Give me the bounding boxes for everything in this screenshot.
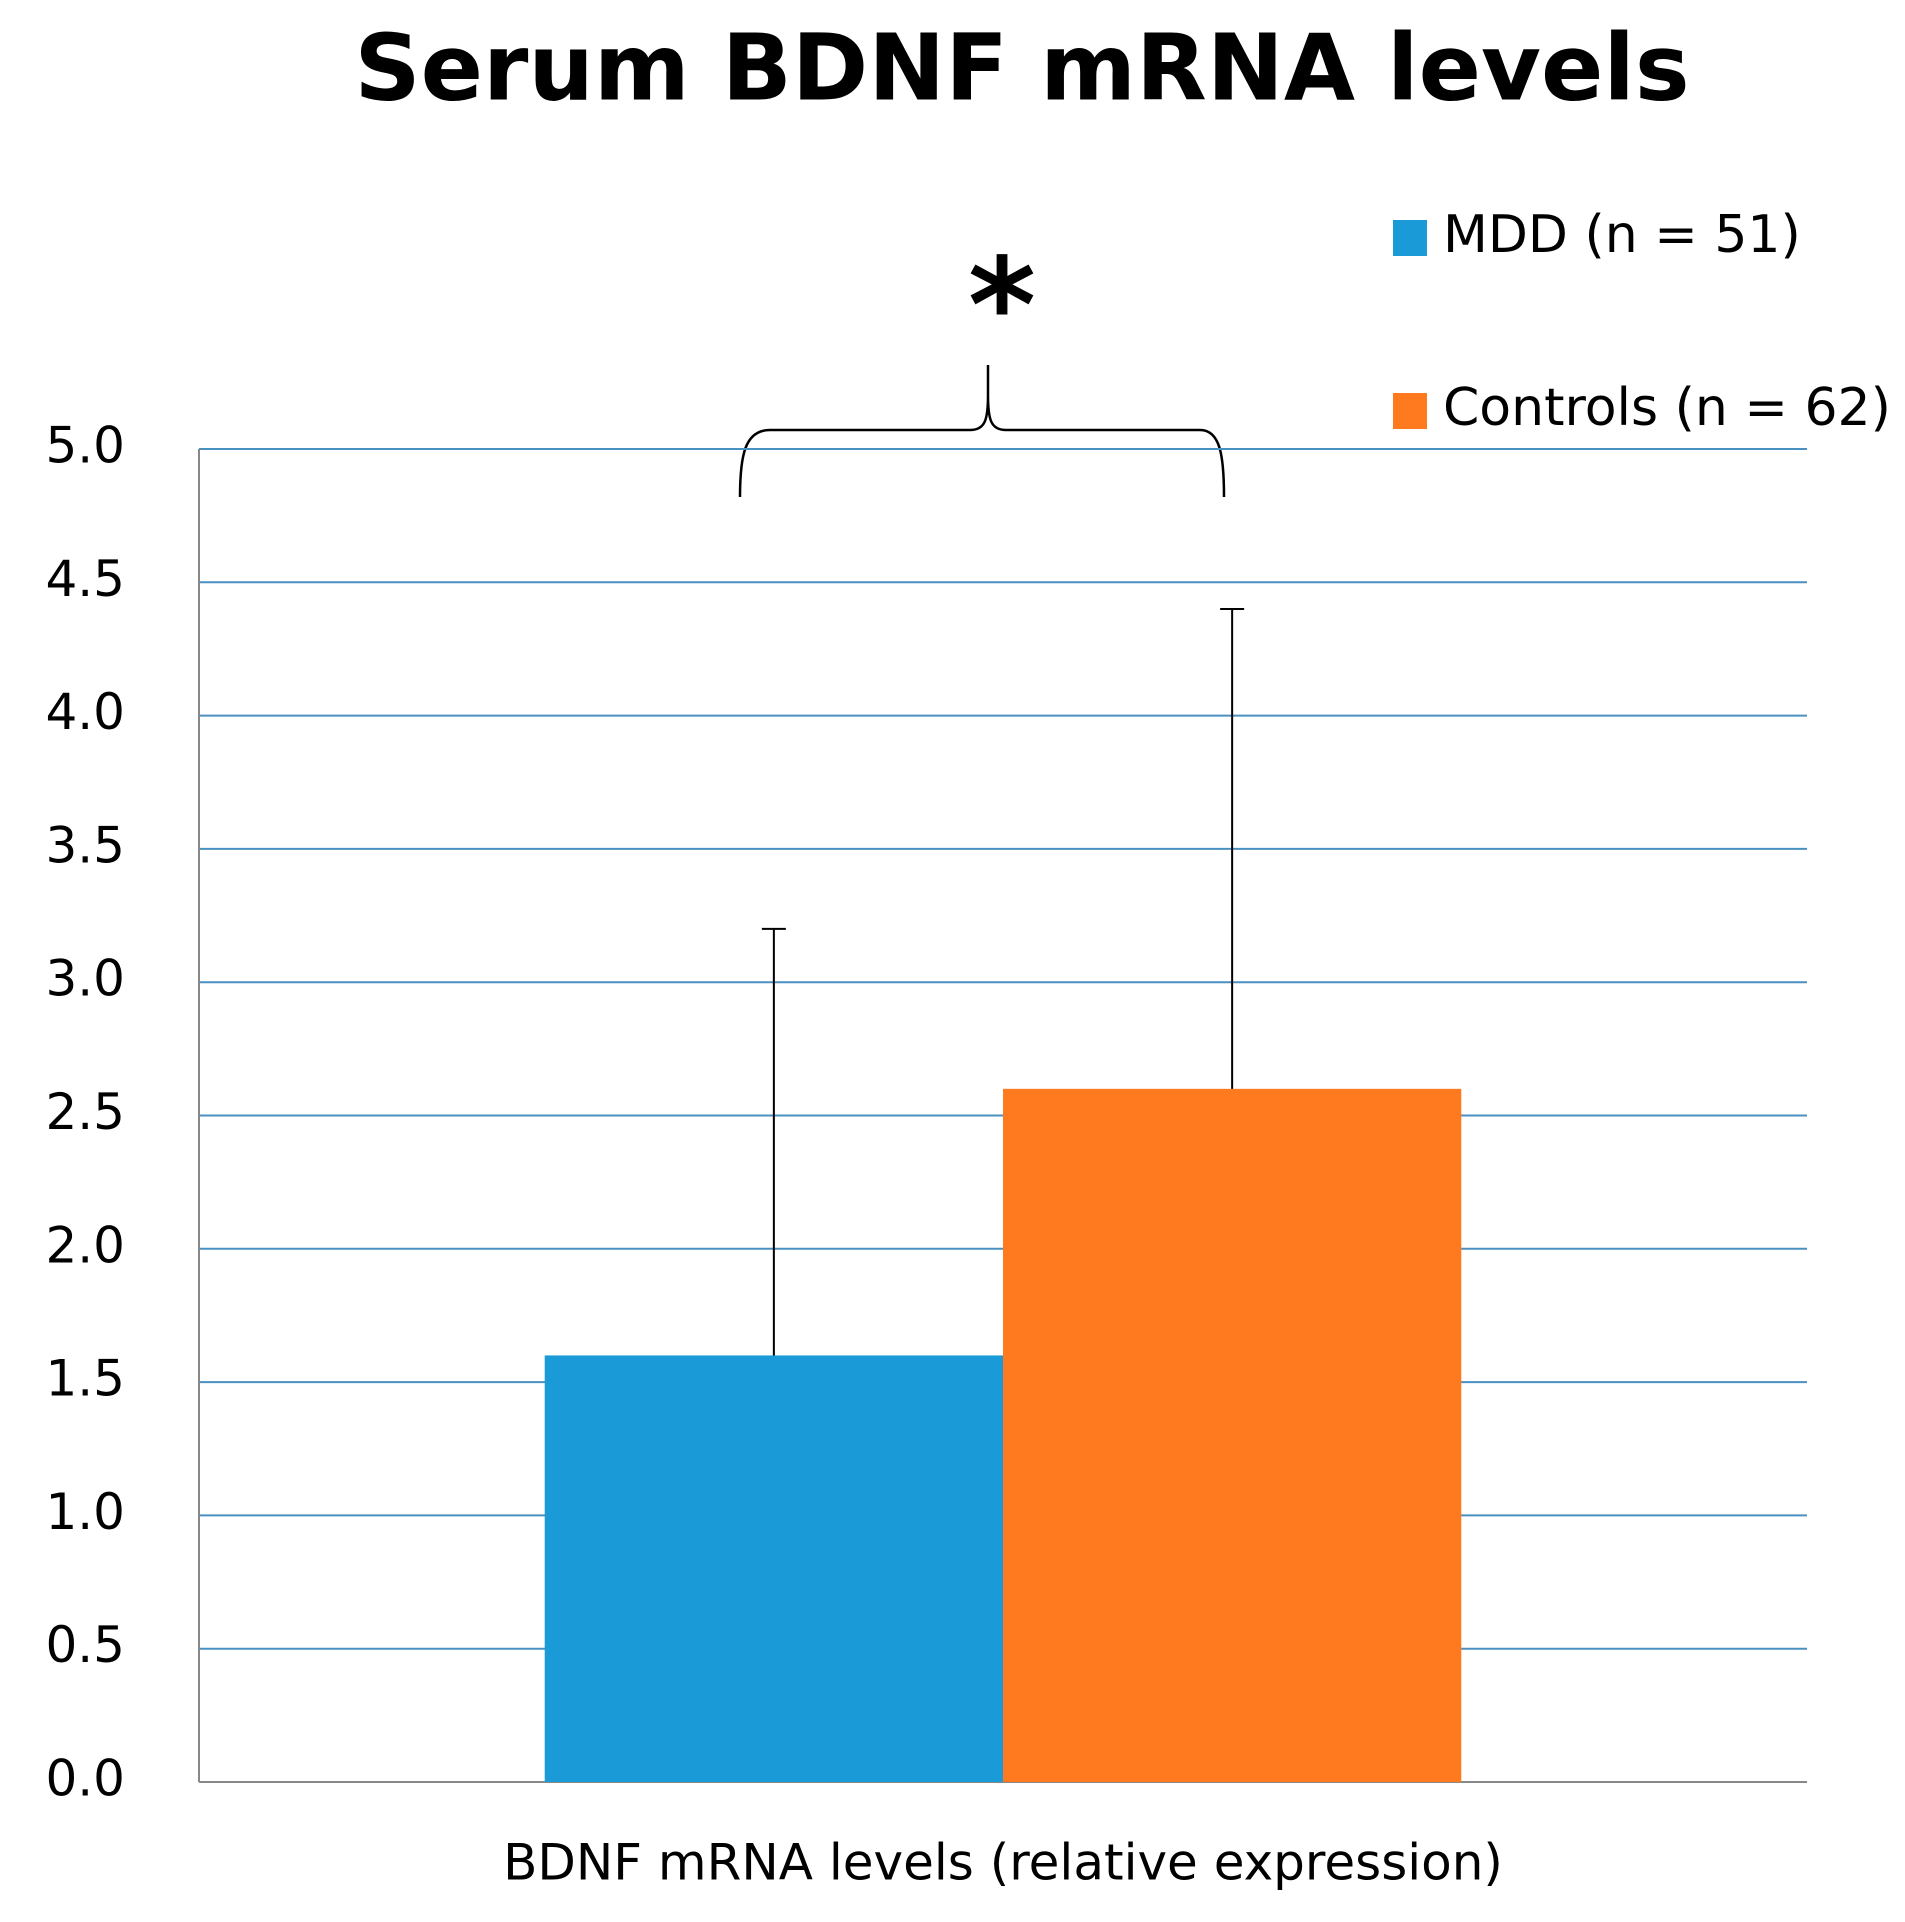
- y-tick-label: 2.5: [45, 1083, 125, 1141]
- y-tick-label: 3.5: [45, 816, 125, 874]
- y-tick-label: 0.0: [45, 1750, 125, 1808]
- y-tick-label: 1.5: [45, 1350, 125, 1408]
- legend-label: MDD (n = 51): [1443, 205, 1801, 265]
- bar: [1003, 1088, 1462, 1782]
- x-axis-label: BDNF mRNA levels (relative expression): [503, 1834, 1503, 1892]
- y-tick-label: 4.0: [45, 683, 125, 741]
- y-tick-label: 0.5: [45, 1616, 125, 1674]
- significance-bracket: [738, 365, 1226, 498]
- y-tick-label: 1.0: [45, 1483, 125, 1541]
- legend-swatch: [1393, 393, 1427, 429]
- y-tick-label: 5.0: [45, 417, 125, 475]
- y-tick-label: 2.0: [45, 1216, 125, 1274]
- chart-title: Serum BDNF mRNA levels: [354, 14, 1689, 121]
- y-tick-label: 4.5: [45, 550, 125, 608]
- bar: [544, 1355, 1003, 1782]
- y-tick-label: 3.0: [45, 950, 125, 1008]
- legend-label: Controls (n = 62): [1443, 378, 1891, 438]
- significance-annotation: *: [968, 230, 1036, 382]
- legend-swatch: [1393, 220, 1427, 256]
